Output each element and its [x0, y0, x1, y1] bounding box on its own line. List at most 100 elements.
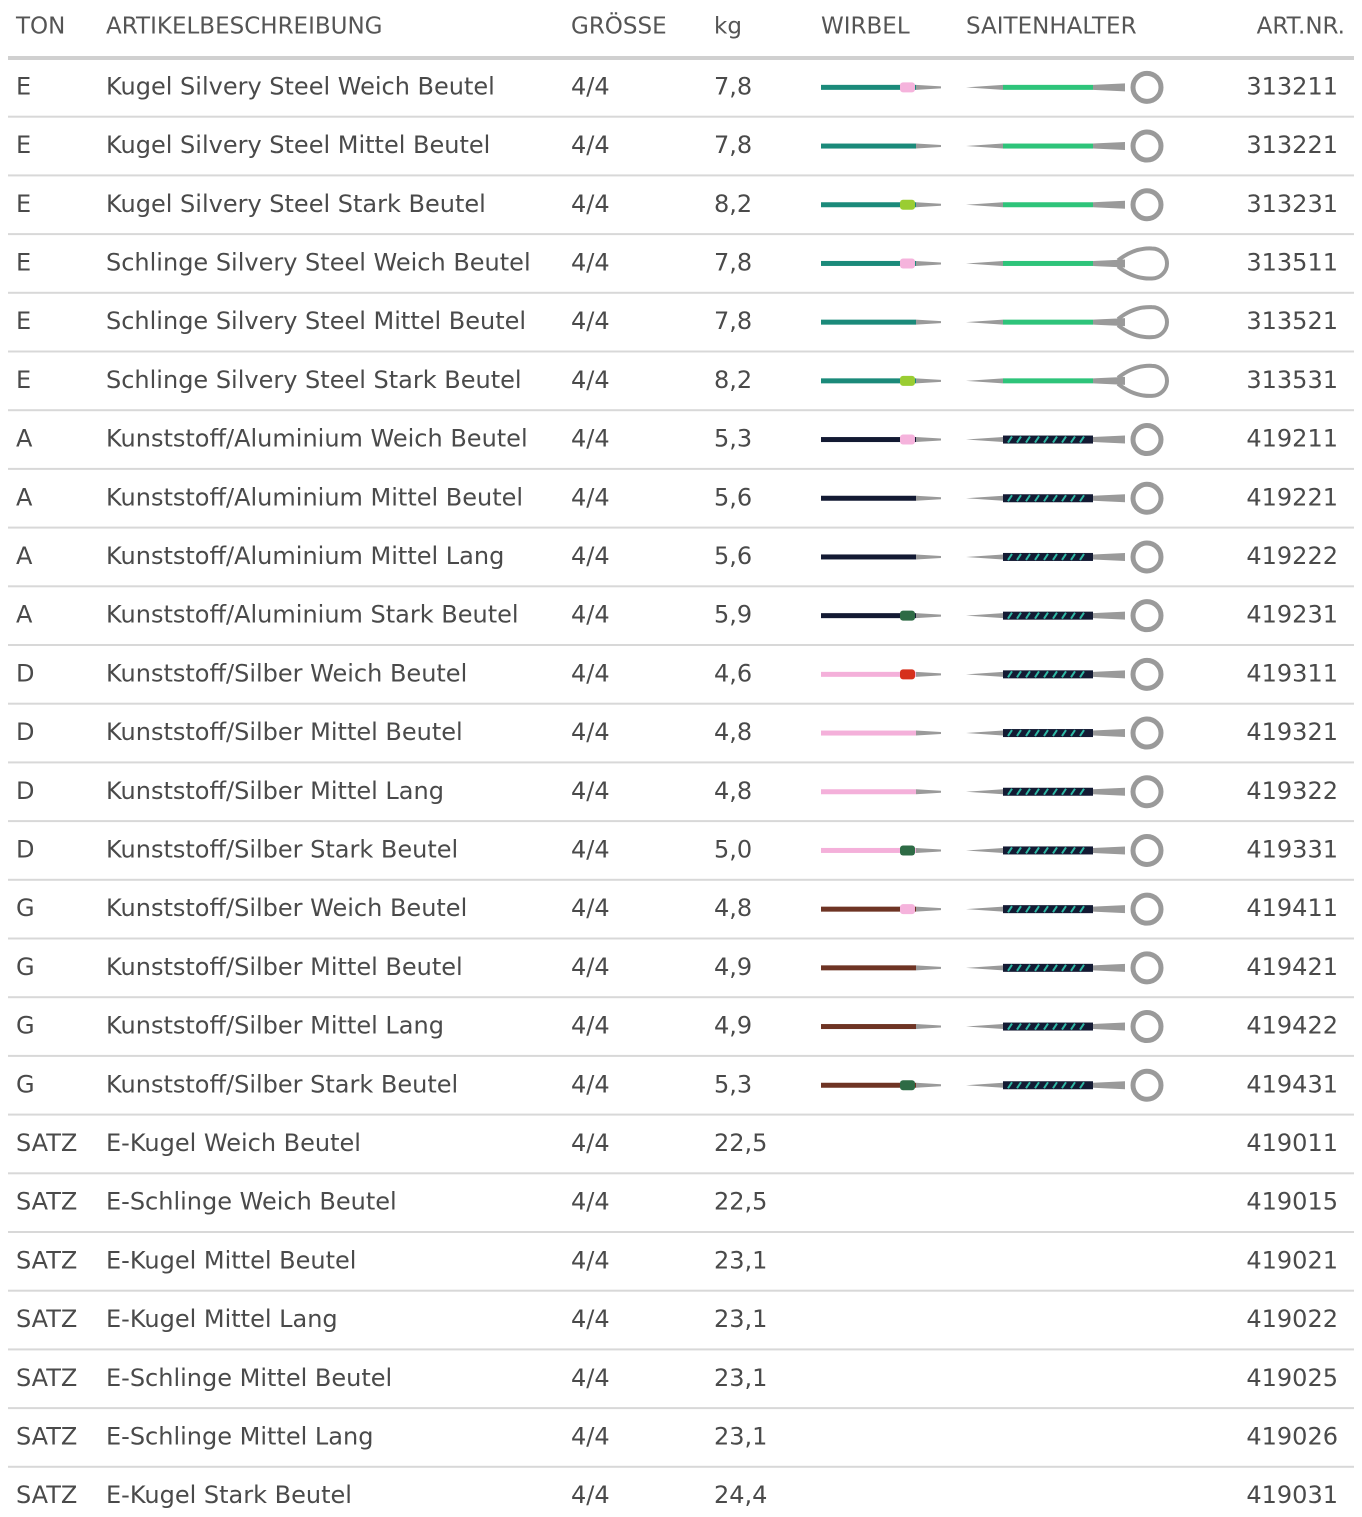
ball-ring [1133, 484, 1161, 512]
tail-end [1093, 670, 1125, 678]
cell: 419311 [1246, 659, 1338, 687]
cell: 4/4 [571, 1481, 610, 1509]
cell: 4/4 [571, 483, 610, 511]
row-rule [8, 116, 1354, 118]
cell: 4/4 [571, 1012, 610, 1040]
cell: 24,4 [714, 1481, 767, 1509]
cell: 5,0 [714, 835, 752, 863]
ball-ring [1133, 660, 1161, 688]
cell: Kugel Silvery Steel Stark Beutel [106, 190, 486, 218]
cell: 4/4 [571, 718, 610, 746]
tail-string [1003, 144, 1093, 149]
tail-start [966, 85, 1003, 90]
cell: 419422 [1246, 1012, 1338, 1040]
cell: 419022 [1246, 1305, 1338, 1333]
cell: 4/4 [571, 1070, 610, 1098]
column-header: TON [15, 14, 65, 40]
cell: 7,8 [714, 131, 752, 159]
silk [900, 376, 915, 386]
cell: Kunststoff/Aluminium Weich Beutel [106, 425, 528, 453]
cell: E-Kugel Mittel Beutel [106, 1246, 356, 1274]
tail-end [1093, 1081, 1125, 1089]
cell: 4/4 [571, 1129, 610, 1157]
cell: 4/4 [571, 659, 610, 687]
cell: 4/4 [571, 894, 610, 922]
cell: 23,1 [714, 1305, 767, 1333]
row-rule [8, 409, 1354, 411]
cell: 4/4 [571, 953, 610, 981]
cell: Kugel Silvery Steel Weich Beutel [106, 72, 495, 100]
peg-string [821, 731, 916, 736]
cell: E-Schlinge Mittel Lang [106, 1422, 373, 1450]
cell: 4/4 [571, 366, 610, 394]
peg-string [821, 965, 916, 970]
cell: 7,8 [714, 72, 752, 100]
cell: 419222 [1246, 542, 1338, 570]
row-rule [8, 1231, 1354, 1233]
ball-ring [1133, 1071, 1161, 1099]
cell: Kugel Silvery Steel Mittel Beutel [106, 131, 490, 159]
cell: 4/4 [571, 542, 610, 570]
row-rule [8, 996, 1354, 998]
tail-start [966, 965, 1003, 970]
cell: 313221 [1246, 131, 1338, 159]
cell: Schlinge Silvery Steel Mittel Beutel [106, 307, 526, 335]
tail-end [1093, 494, 1125, 502]
cell: 5,3 [714, 425, 752, 453]
peg-string [821, 496, 916, 501]
cell: 4/4 [571, 1246, 610, 1274]
cell: 419322 [1246, 777, 1338, 805]
tail-start [966, 789, 1003, 794]
cell: 4/4 [571, 1188, 610, 1216]
row-rule [8, 703, 1354, 705]
cell: 4/4 [571, 307, 610, 335]
row-rule [8, 820, 1354, 822]
cell: 313231 [1246, 190, 1338, 218]
cell: SATZ [16, 1422, 77, 1450]
cell: Kunststoff/Aluminium Mittel Lang [106, 542, 504, 570]
cell: SATZ [16, 1246, 77, 1274]
cell: 7,8 [714, 248, 752, 276]
peg-tip [916, 437, 941, 442]
cell: 419015 [1246, 1188, 1338, 1216]
cell: 419026 [1246, 1422, 1338, 1450]
row-rule [8, 761, 1354, 763]
tail-start [966, 437, 1003, 442]
column-header: SAITENHALTER [966, 14, 1137, 40]
column-header: WIRBEL [821, 14, 910, 40]
tail-start [966, 202, 1003, 207]
cell: 4/4 [571, 601, 610, 629]
cell: 23,1 [714, 1422, 767, 1450]
ball-ring [1133, 132, 1161, 160]
cell: 4,9 [714, 953, 752, 981]
ball-ring [1133, 895, 1161, 923]
column-header: kg [714, 14, 742, 40]
tail-start [966, 320, 1003, 325]
cell: 419411 [1246, 894, 1338, 922]
cell: 23,1 [714, 1246, 767, 1274]
cell: 4/4 [571, 248, 610, 276]
peg-tip [916, 672, 941, 677]
cell: 4/4 [571, 1422, 610, 1450]
cell: 22,5 [714, 1188, 767, 1216]
cell: SATZ [16, 1481, 77, 1509]
peg-tip [916, 1024, 941, 1029]
row-rule [8, 1290, 1354, 1292]
cell: 8,2 [714, 190, 752, 218]
column-header: GRÖSSE [571, 12, 667, 40]
cell: 419031 [1246, 1481, 1338, 1509]
peg-tip [916, 496, 941, 501]
cell: 23,1 [714, 1364, 767, 1392]
header-rule [8, 56, 1354, 60]
ball-ring [1133, 602, 1161, 630]
cell: 4/4 [571, 835, 610, 863]
row-rule [8, 351, 1354, 353]
cell: D [16, 718, 34, 746]
peg-tip [916, 789, 941, 794]
row-rule [8, 468, 1354, 470]
row-rule [8, 938, 1354, 940]
loop [1118, 366, 1167, 396]
cell: 419421 [1246, 953, 1338, 981]
tail-end [1093, 612, 1125, 620]
cell: Kunststoff/Aluminium Mittel Beutel [106, 483, 523, 511]
